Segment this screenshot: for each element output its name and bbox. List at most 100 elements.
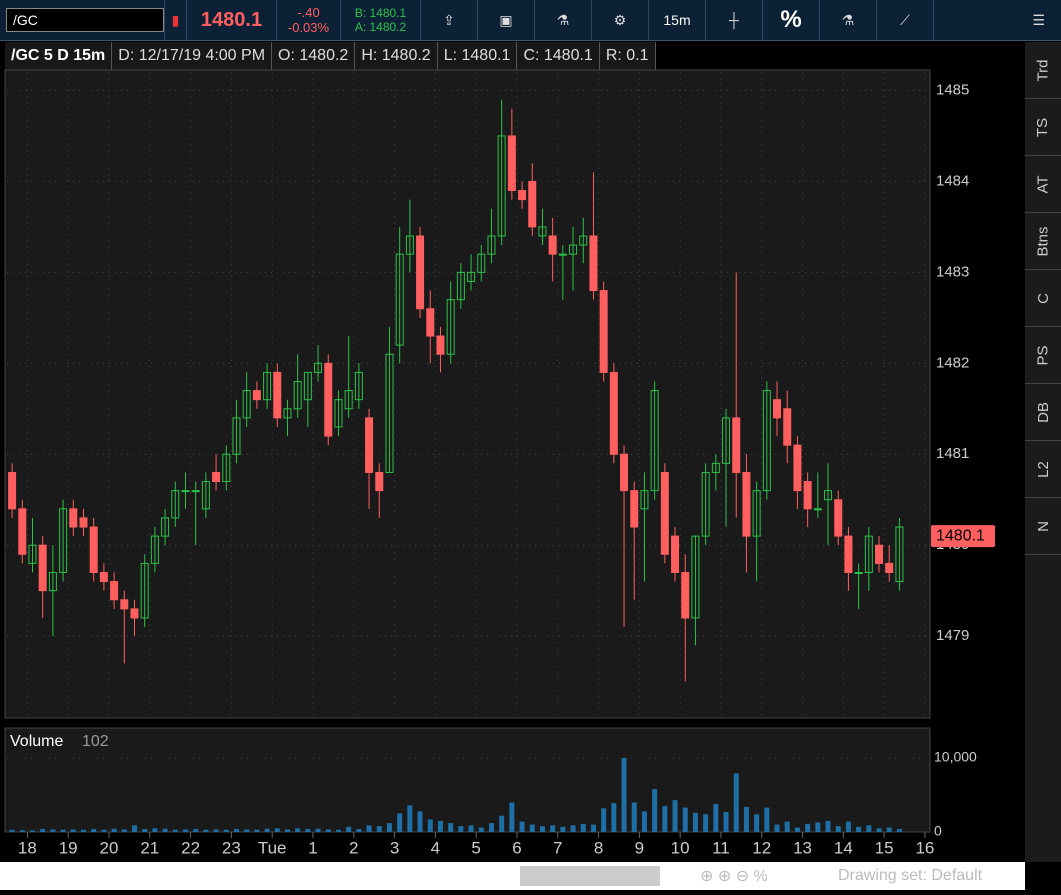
- volume-bar: [509, 802, 515, 832]
- volume-bar: [539, 826, 545, 832]
- x-tick-label: 3: [390, 838, 399, 857]
- volume-bar: [437, 820, 443, 832]
- volume-bar: [856, 826, 862, 832]
- side-tab-label[interactable]: Trd: [1034, 59, 1052, 81]
- period-button[interactable]: 15m: [649, 0, 706, 40]
- drawing-set[interactable]: Drawing set: Default: [838, 867, 983, 884]
- volume-bar: [121, 829, 127, 832]
- side-tab[interactable]: PS: [1025, 327, 1061, 384]
- volume-bar: [40, 829, 46, 832]
- symbol-box[interactable]: /GC: [0, 0, 165, 40]
- volume-bar: [815, 822, 821, 832]
- style-button[interactable]: ┼: [706, 0, 763, 40]
- candle-body: [28, 544, 37, 564]
- candle-body: [477, 253, 486, 273]
- volume-bar: [733, 773, 739, 832]
- symbol[interactable]: /GC: [6, 8, 164, 32]
- side-tab-label[interactable]: L2: [1034, 460, 1052, 478]
- side-tab-label[interactable]: C: [1034, 292, 1052, 304]
- candle-body: [201, 481, 210, 510]
- volume-bar: [448, 823, 454, 832]
- side-tab-label[interactable]: N: [1034, 520, 1052, 532]
- price-tag: [931, 525, 995, 548]
- candle-body: [456, 271, 465, 301]
- studies-button[interactable]: ⚗: [535, 0, 592, 40]
- bid: B: 1480.1: [354, 6, 407, 20]
- x-tick-label: 7: [553, 838, 562, 857]
- price-tag-label: 1480.1: [936, 527, 985, 544]
- volume-bar: [284, 829, 290, 832]
- side-tab[interactable]: TS: [1025, 99, 1061, 156]
- volume-bar: [662, 806, 668, 832]
- bid-ask: B: 1480.1 A: 1480.2: [341, 0, 421, 40]
- candle-body: [875, 544, 884, 564]
- side-tab[interactable]: N: [1025, 498, 1061, 555]
- chart: Volume 102 14791480148114821483148414851…: [4, 69, 995, 857]
- candle-body: [773, 399, 782, 419]
- candle-body: [752, 490, 761, 537]
- share-button[interactable]: ⇪: [421, 0, 478, 40]
- side-tab[interactable]: L2: [1025, 441, 1061, 498]
- volume-bar: [397, 813, 403, 832]
- candle-body: [579, 235, 588, 246]
- volume-bar: [631, 802, 637, 832]
- volume-bar: [264, 828, 270, 832]
- side-tabs: Trd TS AT Btns C PS DB L2 N: [1025, 42, 1061, 862]
- candle-body: [426, 308, 435, 337]
- candle-body: [599, 290, 608, 373]
- date-label: D: 12/17/19 4:00 PM: [112, 42, 273, 70]
- side-tab-label[interactable]: PS: [1034, 344, 1052, 366]
- side-tab[interactable]: DB: [1025, 384, 1061, 441]
- candle-body: [803, 481, 812, 510]
- volume-bar: [162, 828, 168, 832]
- open-label: O: 1480.2: [272, 42, 356, 70]
- flask-button[interactable]: ⚗: [820, 0, 877, 40]
- volume-bar: [131, 825, 137, 832]
- drawing-button[interactable]: ⟋: [877, 0, 934, 40]
- volume-bar: [774, 824, 780, 832]
- volume-bar: [50, 829, 56, 832]
- candle-body: [793, 444, 802, 492]
- scroll-thumb[interactable]: [520, 866, 660, 886]
- side-tab-label[interactable]: AT: [1034, 174, 1052, 194]
- volume-bar: [825, 820, 831, 832]
- alert-icon[interactable]: ▮: [165, 0, 187, 40]
- side-tab-label[interactable]: TS: [1034, 117, 1052, 137]
- x-tick-label: 9: [635, 838, 644, 857]
- volume-bar: [325, 829, 331, 832]
- candle-body: [497, 135, 506, 237]
- candle-body: [405, 235, 414, 255]
- y-tick-label: 1479: [936, 627, 969, 644]
- zoom-icons[interactable]: ⊕ ⊕ ⊖ %: [700, 868, 768, 885]
- percent-button[interactable]: %: [763, 0, 820, 40]
- low-label: L: 1480.1: [437, 42, 518, 70]
- settings-button[interactable]: ⚙: [592, 0, 649, 40]
- volume-bar: [601, 808, 607, 832]
- candle-body: [344, 390, 353, 410]
- candle-body: [130, 608, 139, 619]
- side-tab[interactable]: Btns: [1025, 213, 1061, 270]
- side-tab[interactable]: Trd: [1025, 42, 1061, 99]
- range-label: R: 0.1: [599, 42, 656, 70]
- y-tick-label: 1485: [936, 81, 969, 98]
- x-tick-label: 1: [308, 838, 317, 857]
- candle-body: [762, 390, 771, 492]
- volume-bar: [896, 829, 902, 832]
- volume-bar: [60, 829, 66, 832]
- side-tab[interactable]: C: [1025, 270, 1061, 327]
- candle-body: [864, 535, 873, 573]
- side-tab-label[interactable]: Btns: [1034, 225, 1052, 257]
- volume-bar: [641, 811, 647, 832]
- y-tick-label: 1484: [936, 172, 969, 189]
- candle-body: [854, 571, 863, 574]
- news-button[interactable]: ▣: [478, 0, 535, 40]
- volume-bar: [458, 826, 464, 832]
- menu-button[interactable]: ☰: [1032, 11, 1045, 28]
- candle-body: [834, 499, 843, 537]
- volume-bar: [570, 825, 576, 832]
- y-tick-label: 0: [934, 823, 942, 839]
- side-tab-label[interactable]: DB: [1034, 401, 1052, 423]
- candle-body: [548, 235, 557, 255]
- side-tab[interactable]: AT: [1025, 156, 1061, 213]
- candle-body: [385, 353, 394, 473]
